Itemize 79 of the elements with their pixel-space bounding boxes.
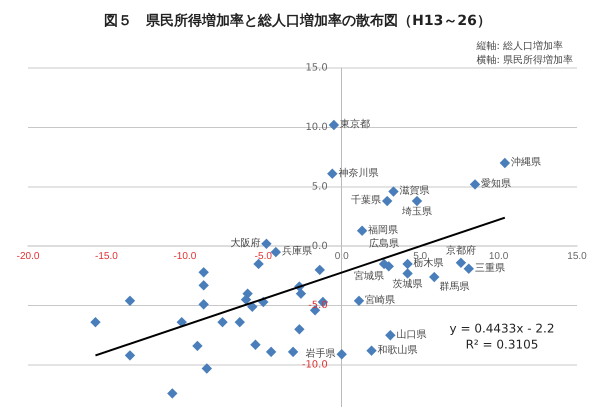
point: [357, 226, 368, 236]
annotation: 大阪府: [230, 236, 260, 249]
point: [176, 317, 187, 328]
point: [354, 296, 364, 306]
point: [500, 158, 510, 168]
point: [464, 264, 474, 274]
y-tick-label: -10.0: [302, 360, 328, 371]
x-tick-label: -20.0: [16, 250, 40, 262]
y-tick-label: 10.0: [305, 122, 328, 133]
point: [270, 247, 281, 258]
x-axis-title: 横軸: 県民所得増加率: [476, 54, 573, 68]
point: [192, 340, 202, 351]
annotation: 和歌山県: [378, 344, 418, 356]
x-tick-label: -15.0: [95, 250, 118, 262]
point: [218, 317, 228, 328]
y-tick-label: 5.0: [312, 181, 328, 192]
point: [384, 261, 394, 272]
point: [254, 258, 264, 269]
point: [328, 120, 339, 130]
point: [327, 168, 338, 179]
annotation: 福岡県: [368, 224, 398, 236]
annotation: 岩手県: [306, 347, 336, 360]
point: [470, 179, 480, 190]
point: [124, 296, 135, 306]
point: [456, 258, 466, 268]
annotation: 群馬県: [439, 280, 470, 293]
point: [247, 302, 258, 312]
annotation: 山口県: [396, 328, 426, 340]
point: [402, 258, 413, 269]
x-tick-label: -5.0: [254, 250, 272, 262]
annotation: 茨城県: [392, 278, 423, 290]
point: [234, 317, 245, 328]
point: [336, 349, 347, 360]
point: [385, 330, 396, 340]
annotation: 栃木県: [414, 257, 444, 270]
point: [388, 186, 398, 197]
point: [296, 288, 306, 299]
annotation: 京都府: [446, 244, 476, 256]
point: [294, 324, 304, 334]
annotation: 兵庫県: [282, 245, 312, 258]
annotation: R² = 0.3105: [466, 337, 538, 352]
annotation: 滋賀県: [399, 184, 430, 197]
annotation: 沖縄県: [510, 156, 541, 168]
point: [402, 268, 413, 278]
point: [198, 280, 209, 290]
y-axis-title: 縦軸: 総人口増加率: [476, 40, 564, 54]
point: [288, 346, 298, 357]
point: [261, 238, 272, 249]
point: [167, 388, 178, 398]
x-tick-label: 0.0: [334, 250, 350, 262]
point: [124, 350, 135, 360]
annotation: 三重県: [474, 262, 505, 274]
point: [314, 264, 325, 275]
y-tick-label: 15.0: [305, 62, 328, 74]
point: [429, 272, 440, 282]
annotation: y = 0.4433x - 2.2: [450, 321, 554, 336]
point: [198, 299, 209, 310]
annotation: 愛知県: [481, 177, 512, 190]
annotation: 神奈川県: [338, 166, 378, 179]
point: [266, 346, 276, 357]
point: [198, 267, 209, 278]
annotation: 千葉県: [351, 194, 382, 206]
point: [202, 363, 212, 374]
x-tick-label: 10.0: [488, 250, 509, 262]
point: [382, 196, 392, 206]
x-tick-label: 15.0: [567, 250, 588, 262]
annotation: 東京都: [340, 118, 370, 130]
annotation: 広島県: [369, 238, 400, 250]
point: [241, 294, 252, 305]
y-tick-label: 0.0: [312, 240, 328, 252]
chart-title: 図５ 県民所得増加率と総人口増加率の散布図（H13～26）: [103, 12, 492, 30]
point: [412, 196, 422, 206]
point: [366, 346, 377, 356]
annotation: 宮崎県: [364, 294, 395, 306]
point: [250, 340, 260, 350]
annotation: 宮城県: [354, 270, 384, 282]
point: [90, 317, 100, 328]
x-tick-label: -10.0: [173, 250, 197, 262]
annotation: 埼玉県: [401, 206, 432, 218]
